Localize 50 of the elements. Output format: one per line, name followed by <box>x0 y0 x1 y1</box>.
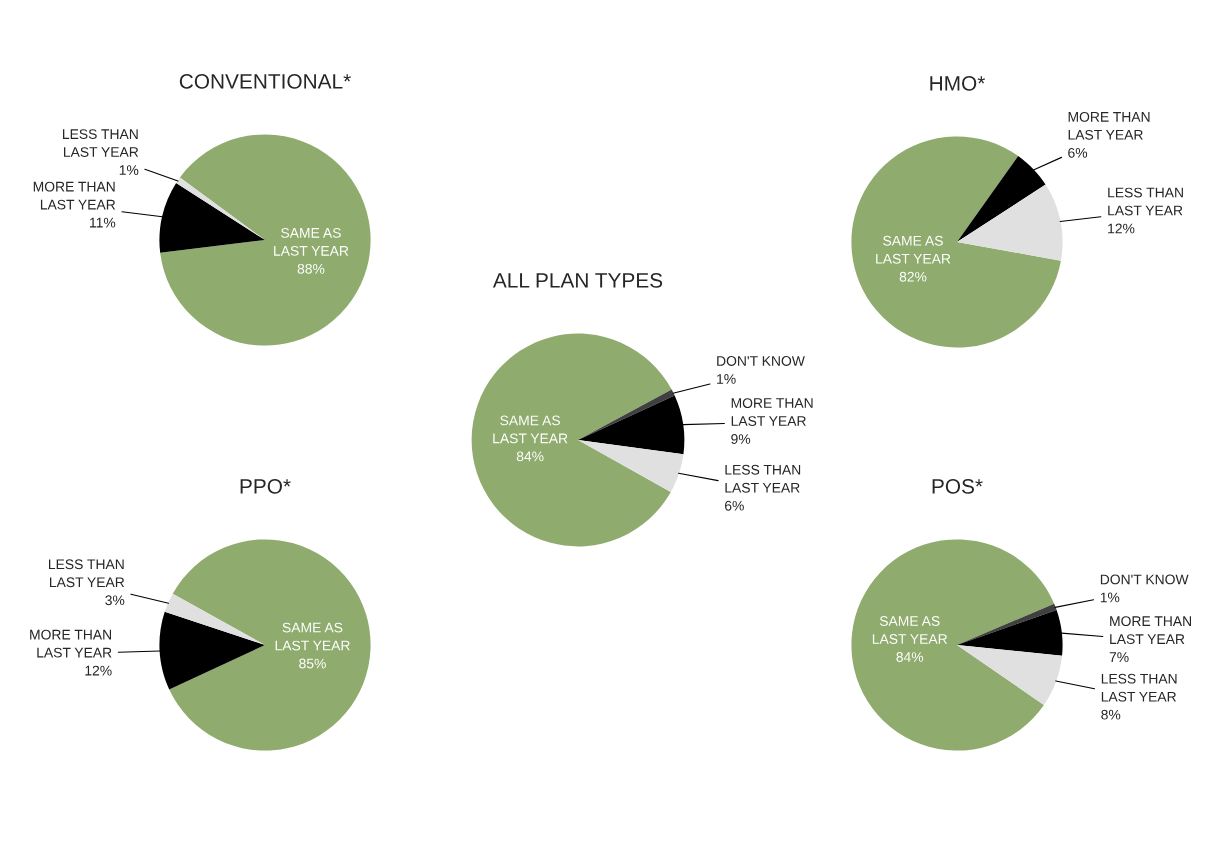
pie-slice <box>957 645 1063 705</box>
slice-label: SAME AS LAST YEAR <box>275 622 350 651</box>
data-label: 85% <box>299 658 326 669</box>
data-label: 7% <box>1109 652 1129 662</box>
data-label: 84% <box>896 652 924 662</box>
slice-label: LESS THAN LAST YEAR <box>1108 187 1183 216</box>
slice-label: SAME AS LAST YEAR <box>274 227 349 256</box>
pie-slice <box>957 603 1057 645</box>
chart-title: PPO* <box>240 479 291 494</box>
pie-slice <box>957 184 1063 261</box>
chart-title: POS* <box>932 479 983 494</box>
data-label: 11% <box>90 217 116 228</box>
data-label: 12% <box>85 665 112 676</box>
slice-label: LESS THAN LAST YEAR <box>48 559 125 588</box>
data-label: 6% <box>1068 147 1088 158</box>
pie-slice <box>169 539 371 751</box>
chart-title: CONVENTIONAL* <box>179 74 351 89</box>
slice-label: LESS THAN LAST YEAR <box>1101 673 1177 702</box>
chart-title: ALL PLAN TYPES <box>492 273 663 288</box>
data-label: 84% <box>516 451 544 462</box>
slice-label: DON'T KNOW <box>717 356 805 366</box>
slice-label: MORE THAN LAST YEAR <box>30 629 112 658</box>
slice-label: MORE THAN LAST YEAR <box>1110 616 1191 645</box>
pie-slice <box>164 593 265 645</box>
pie-slice <box>471 333 672 547</box>
slice-label: SAME AS LAST YEAR <box>876 235 951 264</box>
data-label: 88% <box>297 263 325 274</box>
chart-title: HMO* <box>930 76 986 91</box>
pie-slice <box>160 134 371 346</box>
slice-label: MORE THAN LAST YEAR <box>1068 111 1150 140</box>
data-label: 6% <box>725 500 744 511</box>
pie-slice <box>851 136 1061 348</box>
data-label: 1% <box>717 374 736 384</box>
pie-slice <box>851 539 1055 751</box>
slice-label: MORE THAN LAST YEAR <box>731 398 813 426</box>
slice-label: LESS THAN LAST YEAR <box>63 129 139 157</box>
slice-label: MORE THAN LAST YEAR <box>33 181 116 210</box>
data-label: 1% <box>119 165 139 175</box>
pie-slice <box>578 440 684 493</box>
data-label: 82% <box>899 271 927 282</box>
data-label: 9% <box>731 434 751 444</box>
data-label: 8% <box>1101 709 1121 720</box>
pie-slice <box>176 177 265 240</box>
slice-label: SAME AS LAST YEAR <box>872 616 948 644</box>
slice-label: LESS THAN LAST YEAR <box>725 464 801 493</box>
data-label: 1% <box>1100 592 1120 603</box>
slice-label: DON'T KNOW <box>1100 574 1189 585</box>
slice-label: SAME AS LAST YEAR <box>493 415 568 444</box>
data-label: 3% <box>105 595 125 606</box>
data-label: 12% <box>1108 223 1135 234</box>
